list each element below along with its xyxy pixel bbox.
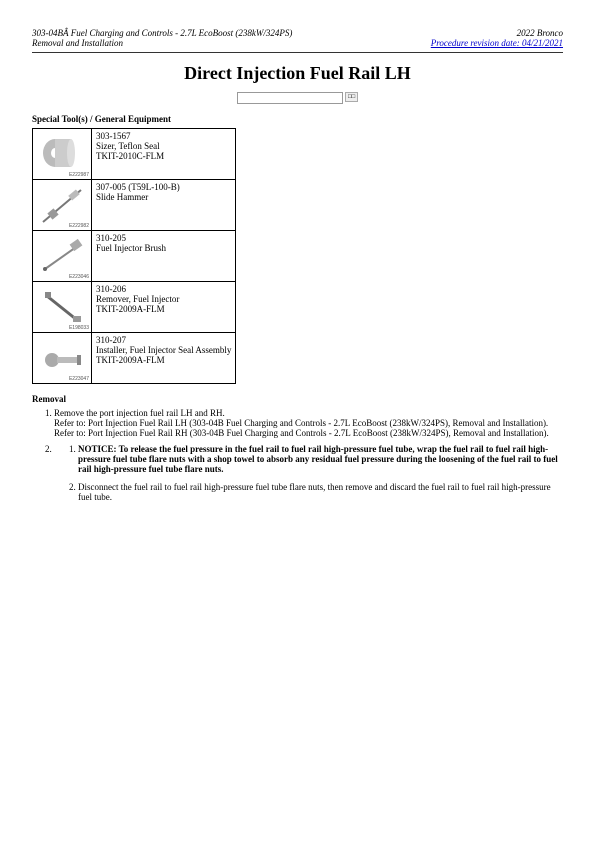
special-tools-table: E222987303-1567Sizer, Teflon SealTKIT-20… [32,128,236,384]
tool-desc-cell: 310-206Remover, Fuel InjectorTKIT-2009A-… [92,282,236,333]
tool-image-id: E223046 [69,274,89,280]
tool-image-cell: E222987 [33,129,92,180]
header-left: 303-04BÂ Fuel Charging and Controls - 2.… [32,28,292,48]
tool-code: 303-1567 [96,131,231,141]
tool-image-cell: E223046 [33,231,92,282]
removal-list: Remove the port injection fuel rail LH a… [32,408,563,502]
search-row: □□ [32,92,563,104]
search-input[interactable] [237,92,343,104]
tool-row: E198033310-206Remover, Fuel InjectorTKIT… [33,282,236,333]
page-title: Direct Injection Fuel Rail LH [32,63,563,84]
search-button[interactable]: □□ [345,92,358,102]
removal-step-1: Remove the port injection fuel rail LH a… [54,408,563,438]
header-right: 2022 Bronco Procedure revision date: 04/… [431,28,563,48]
tool-name: Installer, Fuel Injector Seal Assembly [96,345,231,355]
tool-image-id: E198033 [69,325,89,331]
tool-kit: TKIT-2009A-FLM [96,304,231,314]
header-procedure-type: Removal and Installation [32,38,292,48]
header-divider [32,52,563,53]
page-header: 303-04BÂ Fuel Charging and Controls - 2.… [32,28,563,48]
tool-name: Fuel Injector Brush [96,243,231,253]
tool-code: 307-005 (T59L-100-B) [96,182,231,192]
removal-heading: Removal [32,394,563,404]
tool-name: Remover, Fuel Injector [96,294,231,304]
tool-image-cell: E222982 [33,180,92,231]
tool-desc-cell: 307-005 (T59L-100-B)Slide Hammer [92,180,236,231]
special-tools-heading: Special Tool(s) / General Equipment [32,114,563,124]
tool-image-cell: E223047 [33,333,92,384]
removal-substep-2-text: Disconnect the fuel rail to fuel rail hi… [78,482,551,502]
tool-icon [37,131,87,177]
tool-icon [37,182,87,228]
tool-name: Slide Hammer [96,192,231,202]
tool-code: 310-205 [96,233,231,243]
tool-row: E222987303-1567Sizer, Teflon SealTKIT-20… [33,129,236,180]
tool-icon [37,284,87,330]
removal-step-1-line1: Remove the port injection fuel rail LH a… [54,408,225,418]
tool-icon [37,335,87,381]
tool-row: E222982307-005 (T59L-100-B)Slide Hammer [33,180,236,231]
removal-notice: NOTICE: To release the fuel pressure in … [78,444,558,474]
tool-row: E223046310-205Fuel Injector Brush [33,231,236,282]
header-section-path: 303-04BÂ Fuel Charging and Controls - 2.… [32,28,292,38]
tool-row: E223047310-207Installer, Fuel Injector S… [33,333,236,384]
tool-name: Sizer, Teflon Seal [96,141,231,151]
tool-code: 310-207 [96,335,231,345]
tool-image-id: E222982 [69,223,89,229]
tool-kit: TKIT-2009A-FLM [96,355,231,365]
removal-step-1-ref2: Refer to: Port Injection Fuel Rail RH (3… [54,428,549,438]
header-vehicle: 2022 Bronco [431,28,563,38]
tool-image-id: E223047 [69,376,89,382]
tool-image-id: E222987 [69,172,89,178]
tool-code: 310-206 [96,284,231,294]
tool-desc-cell: 310-205Fuel Injector Brush [92,231,236,282]
tool-desc-cell: 303-1567Sizer, Teflon SealTKIT-2010C-FLM [92,129,236,180]
revision-date-link[interactable]: Procedure revision date: 04/21/2021 [431,38,563,48]
removal-step-1-ref1: Refer to: Port Injection Fuel Rail LH (3… [54,418,548,428]
tool-image-cell: E198033 [33,282,92,333]
removal-step-2-substeps: NOTICE: To release the fuel pressure in … [54,444,563,502]
removal-substep-1: NOTICE: To release the fuel pressure in … [78,444,563,474]
tool-kit: TKIT-2010C-FLM [96,151,231,161]
removal-substep-2: Disconnect the fuel rail to fuel rail hi… [78,482,563,502]
removal-step-2: NOTICE: To release the fuel pressure in … [54,444,563,502]
tool-desc-cell: 310-207Installer, Fuel Injector Seal Ass… [92,333,236,384]
tool-icon [37,233,87,279]
